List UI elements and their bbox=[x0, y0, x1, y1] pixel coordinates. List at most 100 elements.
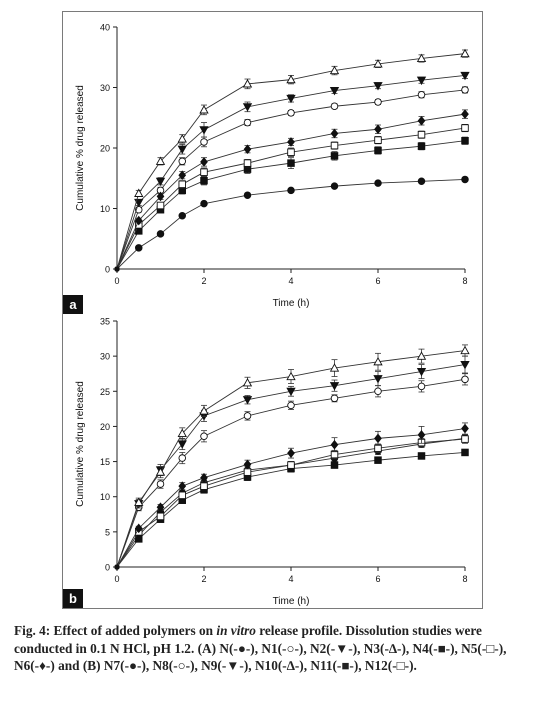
y-tick-label: 10 bbox=[100, 204, 110, 214]
y-tick-label: 0 bbox=[105, 563, 110, 573]
data-point bbox=[134, 188, 144, 197]
data-point bbox=[178, 157, 186, 166]
data-point bbox=[374, 456, 382, 464]
data-point bbox=[330, 461, 339, 469]
series-7 bbox=[114, 109, 469, 272]
x-axis-title: Time (h) bbox=[273, 298, 310, 309]
series-7 bbox=[114, 422, 469, 570]
y-tick-label: 20 bbox=[100, 144, 110, 154]
data-point bbox=[329, 65, 340, 75]
data-point bbox=[374, 98, 382, 106]
data-point bbox=[156, 230, 165, 238]
data-point bbox=[156, 191, 165, 202]
figure-caption: Fig. 4: Effect of added polymers on in v… bbox=[14, 622, 530, 675]
data-point bbox=[243, 459, 252, 470]
data-point bbox=[287, 448, 295, 458]
data-point bbox=[373, 375, 383, 384]
data-point bbox=[178, 491, 186, 500]
x-tick-label: 6 bbox=[375, 574, 380, 584]
y-tick-label: 15 bbox=[100, 457, 110, 467]
series-4 bbox=[114, 344, 470, 570]
panel-label: b bbox=[69, 591, 77, 606]
data-point bbox=[177, 134, 187, 143]
data-point bbox=[330, 450, 339, 459]
data-point bbox=[178, 481, 187, 491]
y-tick-label: 20 bbox=[100, 422, 110, 432]
data-point bbox=[329, 382, 340, 391]
series-4 bbox=[114, 48, 470, 272]
data-point bbox=[417, 115, 426, 126]
data-point bbox=[374, 124, 382, 135]
data-point bbox=[178, 212, 186, 220]
x-tick-label: 0 bbox=[114, 276, 119, 286]
data-point bbox=[287, 461, 295, 469]
data-point bbox=[286, 94, 296, 104]
data-point bbox=[155, 156, 166, 165]
series-line bbox=[116, 89, 466, 270]
data-point bbox=[330, 102, 339, 111]
data-point bbox=[200, 432, 208, 441]
data-point bbox=[287, 186, 295, 195]
x-tick-label: 6 bbox=[375, 276, 380, 286]
data-point bbox=[286, 387, 296, 397]
data-point bbox=[155, 467, 166, 476]
data-point bbox=[286, 74, 296, 84]
chart-panel-a: 0 10 20 30 40 0 2 4 6 8 Time (h) Cumulative % drug … bbox=[63, 23, 470, 314]
data-point bbox=[374, 433, 382, 444]
series-5 bbox=[114, 136, 469, 272]
data-point bbox=[330, 152, 339, 160]
data-point bbox=[330, 141, 339, 150]
data-point bbox=[330, 439, 339, 450]
y-tick-label: 0 bbox=[105, 265, 110, 275]
data-point bbox=[329, 86, 340, 96]
data-point bbox=[417, 130, 426, 139]
data-point bbox=[287, 159, 295, 167]
data-point bbox=[416, 53, 427, 63]
data-point bbox=[417, 382, 426, 391]
data-point bbox=[242, 79, 253, 88]
x-axis-title: Time (h) bbox=[273, 596, 310, 607]
data-point bbox=[178, 454, 186, 462]
data-point bbox=[156, 512, 165, 521]
x-tick-label: 0 bbox=[114, 574, 119, 584]
data-point bbox=[200, 157, 208, 167]
data-point bbox=[287, 109, 295, 117]
data-point bbox=[200, 482, 208, 490]
data-point bbox=[286, 371, 296, 381]
data-point bbox=[114, 564, 120, 570]
series-3 bbox=[114, 71, 470, 272]
data-point bbox=[373, 356, 383, 366]
data-point bbox=[460, 345, 470, 355]
y-tick-label: 40 bbox=[100, 23, 110, 33]
y-tick-label: 30 bbox=[100, 352, 110, 362]
data-point bbox=[243, 144, 252, 155]
data-point bbox=[134, 497, 144, 506]
y-axis-title: Cumulative % drug released bbox=[75, 381, 86, 507]
y-axis-title: Cumulative % drug released bbox=[75, 85, 86, 211]
x-tick-label: 2 bbox=[201, 276, 206, 286]
data-point bbox=[417, 91, 426, 99]
panel-label-box bbox=[63, 589, 83, 608]
data-point bbox=[416, 351, 427, 360]
data-point bbox=[374, 146, 382, 155]
data-point bbox=[416, 368, 427, 377]
data-point bbox=[373, 59, 383, 68]
data-point bbox=[461, 124, 469, 132]
data-point bbox=[374, 136, 382, 144]
data-point bbox=[374, 387, 382, 396]
x-tick-label: 2 bbox=[201, 574, 206, 584]
panel-label-box bbox=[63, 295, 83, 314]
data-point bbox=[177, 440, 187, 449]
x-tick-label: 4 bbox=[288, 574, 293, 584]
data-point bbox=[461, 423, 469, 434]
data-point bbox=[461, 175, 469, 184]
data-point bbox=[461, 86, 469, 94]
data-point bbox=[134, 523, 143, 534]
data-point bbox=[242, 396, 253, 405]
data-point bbox=[200, 472, 208, 483]
data-point bbox=[329, 363, 340, 372]
data-point bbox=[134, 215, 143, 226]
data-point bbox=[243, 159, 252, 167]
data-point bbox=[417, 142, 426, 150]
